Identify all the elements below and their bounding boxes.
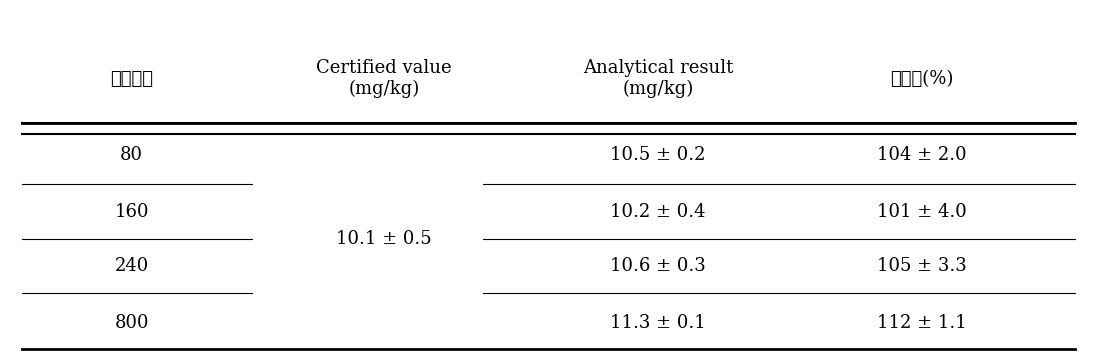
Text: 회수율(%): 회수율(%) bbox=[890, 70, 953, 87]
Text: 80: 80 bbox=[121, 146, 143, 164]
Text: Certified value
(mg/kg): Certified value (mg/kg) bbox=[316, 59, 452, 98]
Text: 104 ± 2.0: 104 ± 2.0 bbox=[877, 146, 966, 164]
Text: 800: 800 bbox=[114, 314, 149, 332]
Text: 101 ± 4.0: 101 ± 4.0 bbox=[877, 203, 966, 221]
Text: 160: 160 bbox=[114, 203, 149, 221]
Text: 10.5 ± 0.2: 10.5 ± 0.2 bbox=[610, 146, 706, 164]
Text: 10.2 ± 0.4: 10.2 ± 0.4 bbox=[610, 203, 706, 221]
Text: 희석배수: 희석배수 bbox=[110, 70, 154, 87]
Text: 10.1 ± 0.5: 10.1 ± 0.5 bbox=[336, 230, 432, 248]
Text: 112 ± 1.1: 112 ± 1.1 bbox=[877, 314, 966, 332]
Text: 240: 240 bbox=[114, 257, 149, 275]
Text: 105 ± 3.3: 105 ± 3.3 bbox=[877, 257, 966, 275]
Text: Analytical result
(mg/kg): Analytical result (mg/kg) bbox=[583, 59, 734, 98]
Text: 11.3 ± 0.1: 11.3 ± 0.1 bbox=[610, 314, 706, 332]
Text: 10.6 ± 0.3: 10.6 ± 0.3 bbox=[610, 257, 706, 275]
